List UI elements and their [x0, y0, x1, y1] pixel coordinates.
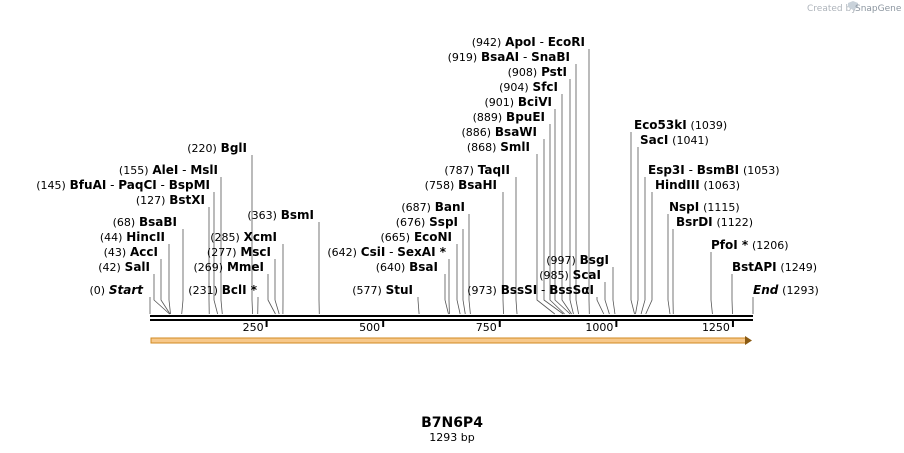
group-bsahi[interactable]: (758) BsaHI — [425, 178, 497, 192]
group-pfoi[interactable]: PfoI * (1206) — [711, 238, 789, 252]
group-bcivi[interactable]: (901) BciVI — [484, 95, 552, 109]
site-leader-line — [444, 274, 449, 315]
group-start[interactable]: (0) Start — [89, 283, 144, 297]
site-leader-line — [596, 297, 605, 315]
group-bgli[interactable]: (220) BglI — [187, 141, 247, 155]
axis-tick-label: 1250 — [702, 321, 730, 334]
site-leader-line — [213, 192, 219, 315]
site-leader-line — [710, 252, 713, 315]
site-leader-line — [575, 64, 579, 315]
group-mmei[interactable]: (269) MmeI — [194, 260, 264, 274]
group-taqii[interactable]: (787) TaqII — [444, 163, 510, 177]
group-scai[interactable]: (985) ScaI — [539, 268, 601, 282]
group-nspi[interactable]: NspI (1115) — [669, 200, 740, 214]
site-start-name: Start — [109, 283, 144, 297]
axis-tick-label: 1000 — [585, 321, 613, 334]
group-bstapi[interactable]: BstAPI (1249) — [732, 260, 817, 274]
site-leader-line — [456, 244, 461, 315]
site-leader-line — [462, 229, 466, 315]
group-smli[interactable]: (868) SmlI — [467, 140, 530, 154]
group-apoi[interactable]: (942) ApoI - EcoRI — [472, 35, 585, 49]
group-bsssi[interactable]: (973) BssSI - BssSαI — [467, 283, 594, 297]
group-sfci[interactable]: (904) SfcI — [499, 80, 558, 94]
site-leader-line — [561, 94, 572, 315]
site-leader-line — [549, 124, 565, 315]
group-csii[interactable]: (642) CsiI - SexAI * — [327, 245, 446, 259]
group-bani[interactable]: (687) BanI — [401, 200, 465, 214]
axis-tick-label: 250 — [243, 321, 264, 334]
site-leader-line — [645, 192, 653, 315]
site-leader-line — [667, 214, 671, 315]
site-leader-line — [536, 154, 556, 315]
group-end[interactable]: End (1293) — [753, 283, 819, 297]
group-bpuei[interactable]: (889) BpuEI — [473, 110, 545, 124]
group-sspi[interactable]: (676) SspI — [396, 215, 458, 229]
site-leader-line — [153, 274, 170, 315]
site-leader-line — [267, 274, 276, 315]
backbone-line-bottom — [150, 319, 753, 321]
site-start-num: (0) — [89, 284, 105, 297]
group-bsaai[interactable]: (919) BsaAI - SnaBI — [448, 50, 570, 64]
group-eco53ki[interactable]: Eco53kI (1039) — [634, 118, 727, 132]
feature-arrow[interactable] — [150, 336, 752, 345]
site-leader-lines — [149, 49, 754, 315]
site-leader-line — [251, 155, 253, 315]
axis-tick-label: 500 — [359, 321, 380, 334]
site-leader-line — [543, 139, 564, 315]
group-bsgi[interactable]: (997) BsgI — [546, 253, 609, 267]
group-acci[interactable]: (43) AccI — [104, 245, 158, 259]
sequence-length: 1293 bp — [429, 431, 474, 444]
site-leader-line — [635, 147, 639, 315]
group-bsabi[interactable]: (68) BsaBI — [113, 215, 177, 229]
group-sali[interactable]: (42) SalI — [98, 260, 150, 274]
site-leader-line — [554, 109, 571, 315]
backbone-line-top — [150, 315, 753, 317]
group-xcmi[interactable]: (285) XcmI — [210, 230, 277, 244]
site-leader-line — [630, 132, 635, 315]
group-hindiii[interactable]: HindIII (1063) — [655, 178, 740, 192]
site-leader-line — [220, 177, 223, 315]
site-leader-line — [274, 259, 280, 315]
site-leader-line — [160, 259, 171, 315]
group-hincii[interactable]: (44) HincII — [100, 230, 165, 244]
site-leader-line — [417, 297, 420, 315]
group-bsmi[interactable]: (363) BsmI — [247, 208, 314, 222]
site-leader-line — [468, 214, 471, 315]
group-bsawi[interactable]: (886) BsaWI — [461, 125, 537, 139]
site-leader-line — [569, 79, 574, 315]
group-alei[interactable]: (155) AleI - MslI — [119, 163, 218, 177]
group-saci[interactable]: SacI (1041) — [640, 133, 709, 147]
axis-tick-label: 750 — [476, 321, 497, 334]
group-bsrdi[interactable]: BsrDI (1122) — [676, 215, 753, 229]
credit-brand: SnapGene — [855, 4, 902, 14]
group-bcli[interactable]: (231) BclI * — [188, 283, 257, 297]
site-leader-line — [612, 267, 616, 315]
site-leader-line — [515, 177, 518, 315]
group-esp3i[interactable]: Esp3I - BsmBI (1053) — [648, 163, 780, 177]
site-leader-line — [181, 229, 184, 315]
group-bsai[interactable]: (640) BsaI — [376, 260, 438, 274]
site-leader-line — [168, 244, 171, 315]
site-leader-line — [604, 282, 610, 315]
site-leader-line — [640, 177, 646, 315]
sequence-name: B7N6P4 — [421, 415, 483, 431]
group-stui[interactable]: (577) StuI — [352, 283, 413, 297]
snapgene-logo-icon — [848, 1, 858, 10]
group-msci[interactable]: (277) MscI — [207, 245, 271, 259]
group-psti[interactable]: (908) PstI — [508, 65, 567, 79]
axis-ticks: 250 500 750 1000 1250 — [243, 321, 734, 334]
group-econi[interactable]: (665) EcoNI — [381, 230, 452, 244]
group-bfuai[interactable]: (145) BfuAI - PaqCI - BspMI — [36, 178, 210, 192]
group-bstxi[interactable]: (127) BstXI — [136, 193, 205, 207]
credit-prefix: Created by — [807, 4, 857, 14]
